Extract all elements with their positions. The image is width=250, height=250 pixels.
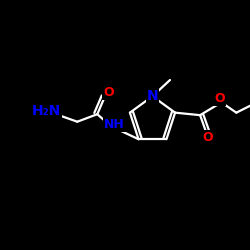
Text: O: O bbox=[103, 86, 114, 99]
Text: NH: NH bbox=[104, 118, 125, 131]
Text: O: O bbox=[214, 92, 225, 106]
Text: N: N bbox=[147, 89, 158, 103]
Text: H₂N: H₂N bbox=[32, 104, 61, 118]
Text: O: O bbox=[202, 131, 213, 144]
